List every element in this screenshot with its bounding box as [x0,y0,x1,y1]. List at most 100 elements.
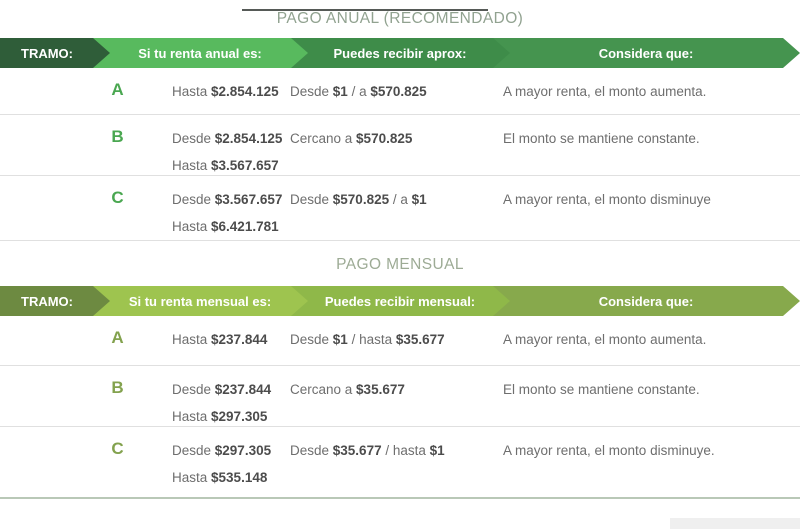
amount-text: $570.825 [370,84,427,99]
annual-header-bar: TRAMO: Si tu renta anual es: Puedes reci… [0,38,800,68]
text-label: Desde [290,332,333,347]
header-label-renta: Si tu renta mensual es: [128,293,272,309]
table-row-annual-c: C Desde $3.567.657 Hasta $6.421.781 Desd… [0,176,800,241]
considera-cell: A mayor renta, el monto disminuye [495,190,800,209]
header-label-renta: Si tu renta anual es: [138,45,262,61]
header-segment-considera: Considera que: [492,38,800,68]
considera-text: A mayor renta, el monto aumenta. [503,84,707,99]
text-label: Hasta [172,470,212,485]
recibe-line: Desde $1 / hasta $35.677 [290,330,495,349]
tramo-letter: B [111,378,124,397]
renta-line: Desde $2.854.125 [172,129,290,148]
text-label: Desde [172,382,215,397]
renta-line: Hasta $3.567.657 [172,156,290,175]
renta-line: Hasta $6.421.781 [172,217,290,236]
recibe-line: Cercano a $570.825 [290,129,495,148]
tramo-letter: A [111,80,124,99]
text-label: Desde [290,192,333,207]
recibe-cell: Desde $1 / a $570.825 [290,82,495,101]
amount-text: $35.677 [332,443,382,458]
tramo-cell: A [0,328,160,348]
recibe-cell: Desde $35.677 / hasta $1 [290,441,495,460]
header-label-considera: Considera que: [598,45,694,61]
tramo-letter: C [111,439,124,458]
amount-text: $570.825 [356,131,413,146]
considera-cell: A mayor renta, el monto disminuye. [495,441,800,460]
amount-text: $297.305 [211,409,268,424]
amount-text: $237.844 [214,382,272,397]
renta-line: Desde $297.305 [172,441,290,460]
renta-cell: Hasta $2.854.125 [160,82,290,101]
text-label: Cercano a [290,131,357,146]
recibe-cell: Cercano a $35.677 [290,380,495,399]
considera-cell: El monto se mantiene constante. [495,380,800,399]
bottom-divider [0,497,800,499]
recibe-line: Cercano a $35.677 [290,380,495,399]
header-segment-tramo: TRAMO: [0,286,110,316]
renta-line: Hasta $297.305 [172,407,290,426]
text-label: Desde [172,443,215,458]
text-label: Desde [290,84,333,99]
considera-text: El monto se mantiene constante. [503,382,700,397]
amount-text: $1 [429,443,445,458]
renta-line: Desde $3.567.657 [172,190,290,209]
text-label: Hasta [172,219,212,234]
considera-cell: A mayor renta, el monto aumenta. [495,82,800,101]
header-label-recibe: Puedes recibir aprox: [333,45,467,61]
tramo-letter: B [111,127,124,146]
amount-text: $2.854.125 [214,131,283,146]
renta-line: Hasta $237.844 [172,330,290,349]
considera-text: A mayor renta, el monto disminuye. [503,443,715,458]
header-label-recibe: Puedes recibir mensual: [324,293,476,309]
text-label: Hasta [172,84,212,99]
amount-text: $297.305 [214,443,272,458]
header-segment-recibe: Puedes recibir aprox: [290,38,510,68]
tramo-letter: A [111,328,124,347]
table-row-annual-a: A Hasta $2.854.125 Desde $1 / a $570.825… [0,68,800,115]
amount-text: $237.844 [211,332,268,347]
tramo-cell: B [0,378,160,398]
considera-text: A mayor renta, el monto disminuye [503,192,711,207]
amount-text: $3.567.657 [214,192,283,207]
renta-cell: Hasta $237.844 [160,330,290,349]
header-label-tramo: TRAMO: [21,293,73,309]
recibe-line: Desde $35.677 / hasta $1 [290,441,495,460]
text-label: / a [347,84,371,99]
text-label: / hasta [347,332,396,347]
header-label-considera: Considera que: [598,293,694,309]
monthly-payment-section: PAGO MENSUAL TRAMO: Si tu renta mensual … [0,255,800,497]
header-segment-recibe: Puedes recibir mensual: [290,286,510,316]
recibe-cell: Cercano a $570.825 [290,129,495,148]
considera-cell: El monto se mantiene constante. [495,129,800,148]
annual-payment-section: PAGO ANUAL (RECOMENDADO) TRAMO: Si tu re… [0,9,800,241]
amount-text: $1 [411,192,427,207]
table-row-monthly-b: B Desde $237.844 Hasta $297.305 Cercano … [0,366,800,427]
text-label: / a [389,192,412,207]
text-label: Cercano a [290,382,357,397]
tramo-cell: A [0,80,160,100]
text-label: Desde [172,192,215,207]
header-segment-considera: Considera que: [492,286,800,316]
header-label-tramo: TRAMO: [21,45,73,61]
amount-text: $2.854.125 [211,84,279,99]
recibe-cell: Desde $570.825 / a $1 [290,190,495,209]
amount-text: $1 [332,84,348,99]
amount-text: $1 [332,332,348,347]
amount-text: $570.825 [332,192,390,207]
monthly-table-title: PAGO MENSUAL [336,256,464,273]
renta-cell: Desde $2.854.125 Hasta $3.567.657 [160,129,290,175]
header-segment-tramo: TRAMO: [0,38,110,68]
renta-cell: Desde $237.844 Hasta $297.305 [160,380,290,426]
amount-text: $6.421.781 [211,219,279,234]
amount-text: $35.677 [356,382,405,397]
text-label: Hasta [172,332,212,347]
renta-cell: Desde $3.567.657 Hasta $6.421.781 [160,190,290,236]
amount-text: $535.148 [211,470,268,485]
recibe-cell: Desde $1 / hasta $35.677 [290,330,495,349]
text-label: / hasta [381,443,430,458]
renta-cell: Desde $297.305 Hasta $535.148 [160,441,290,487]
considera-text: A mayor renta, el monto aumenta. [503,332,707,347]
amount-text: $3.567.657 [211,158,279,173]
renta-line: Hasta $2.854.125 [172,82,290,101]
annual-table-title: PAGO ANUAL (RECOMENDADO) [276,10,524,27]
